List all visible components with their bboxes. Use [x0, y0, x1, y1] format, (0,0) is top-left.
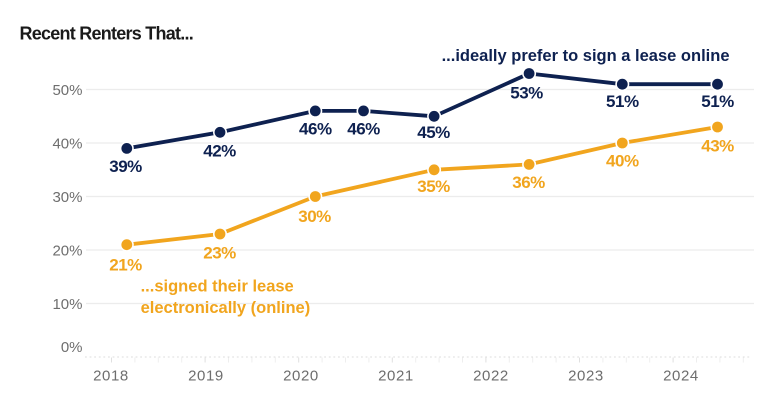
svg-text:45%: 45% — [417, 123, 450, 142]
svg-text:23%: 23% — [203, 243, 236, 262]
svg-text:53%: 53% — [510, 84, 543, 103]
svg-text:42%: 42% — [203, 141, 236, 160]
svg-text:2023: 2023 — [568, 367, 604, 384]
svg-text:51%: 51% — [701, 92, 734, 111]
svg-text:21%: 21% — [109, 255, 142, 274]
svg-text:...ideally prefer to sign a le: ...ideally prefer to sign a lease online — [442, 47, 730, 65]
svg-text:46%: 46% — [299, 119, 332, 138]
svg-text:2019: 2019 — [188, 367, 224, 384]
svg-text:46%: 46% — [347, 119, 380, 138]
svg-text:50%: 50% — [52, 82, 82, 99]
svg-text:...signed their lease: ...signed their lease — [141, 278, 294, 296]
svg-text:2022: 2022 — [473, 367, 509, 384]
svg-text:10%: 10% — [52, 296, 82, 313]
svg-text:35%: 35% — [417, 177, 450, 196]
svg-text:electronically (online): electronically (online) — [141, 299, 311, 317]
svg-text:40%: 40% — [52, 135, 82, 152]
svg-text:36%: 36% — [512, 173, 545, 192]
svg-text:30%: 30% — [298, 207, 331, 226]
svg-text:2020: 2020 — [283, 367, 319, 384]
svg-text:2018: 2018 — [93, 367, 129, 384]
svg-text:40%: 40% — [606, 152, 639, 171]
svg-text:20%: 20% — [52, 242, 82, 259]
svg-text:0%: 0% — [61, 339, 83, 356]
svg-text:2024: 2024 — [663, 367, 699, 384]
svg-text:Recent Renters That...: Recent Renters That... — [20, 24, 194, 44]
svg-text:30%: 30% — [52, 189, 82, 206]
svg-text:2021: 2021 — [378, 367, 414, 384]
svg-text:51%: 51% — [606, 92, 639, 111]
svg-text:43%: 43% — [701, 137, 734, 156]
svg-text:39%: 39% — [109, 157, 142, 176]
